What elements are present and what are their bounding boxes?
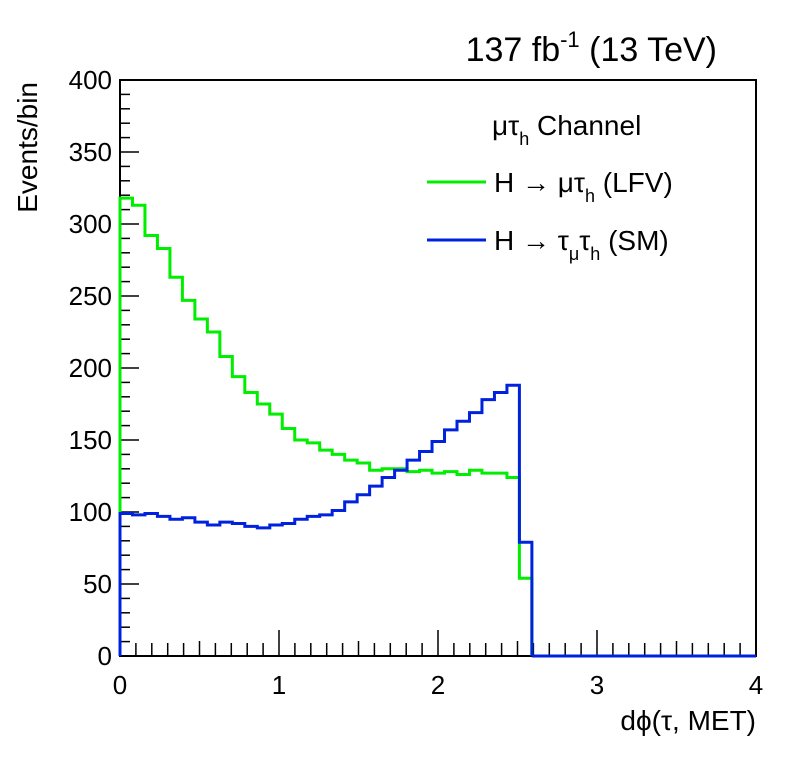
- legend-sm-sub: μ: [569, 244, 579, 264]
- chart-title: 137 fb-1 (13 TeV): [466, 27, 717, 69]
- y-tick-label: 50: [83, 569, 112, 599]
- x-axis-title: dϕ(τ, MET): [620, 705, 756, 736]
- legend-header-main: μτ: [492, 110, 519, 141]
- legend-header: μτh Channel: [492, 110, 641, 149]
- series-line: [118, 383, 534, 656]
- y-tick-labels: 0 50 100 150 200 250 300 350 400: [69, 65, 112, 671]
- y-tick-label: 400: [69, 65, 112, 95]
- legend-header-rest: Channel: [529, 110, 641, 141]
- x-tick-label: 2: [431, 670, 445, 700]
- series-group: [118, 196, 756, 658]
- y-tick-label: 200: [69, 353, 112, 383]
- title-lumi-exponent: -1: [560, 27, 580, 52]
- series-line: [118, 196, 534, 656]
- legend-entry-lfv: H → μτh (LFV): [494, 167, 673, 206]
- legend-sm-rest: (SM): [600, 225, 668, 256]
- legend-lfv-main: H → μτ: [494, 167, 585, 198]
- x-tick-label: 3: [590, 670, 604, 700]
- y-tick-label: 150: [69, 425, 112, 455]
- axis-ticks: [119, 79, 757, 657]
- y-tick-label: 350: [69, 137, 112, 167]
- legend-sm-main2: τ: [579, 225, 590, 256]
- title-energy: (13 TeV): [580, 31, 717, 69]
- y-tick-label: 300: [69, 209, 112, 239]
- series-lfv: [118, 196, 534, 656]
- y-axis-title: Events/bin: [12, 82, 43, 213]
- x-tick-labels: 0 1 2 3 4: [113, 670, 763, 700]
- series-sm: [118, 383, 756, 658]
- legend-sm-sub2: h: [590, 244, 600, 264]
- x-tick-label: 4: [749, 670, 763, 700]
- x-tick-label: 1: [272, 670, 286, 700]
- legend: μτh Channel H → μτh (LFV) H → τμτh (SM): [427, 110, 673, 264]
- y-tick-label: 0: [98, 641, 112, 671]
- y-tick-label: 100: [69, 497, 112, 527]
- legend-lfv-sub: h: [585, 186, 595, 206]
- legend-lfv-rest: (LFV): [595, 167, 673, 198]
- legend-entry-sm: H → τμτh (SM): [494, 225, 669, 264]
- x-tick-label: 0: [113, 670, 127, 700]
- legend-sm-main: H → τ: [494, 225, 569, 256]
- y-tick-label: 250: [69, 281, 112, 311]
- title-lumi: 137 fb: [466, 31, 561, 69]
- legend-header-sub: h: [519, 129, 529, 149]
